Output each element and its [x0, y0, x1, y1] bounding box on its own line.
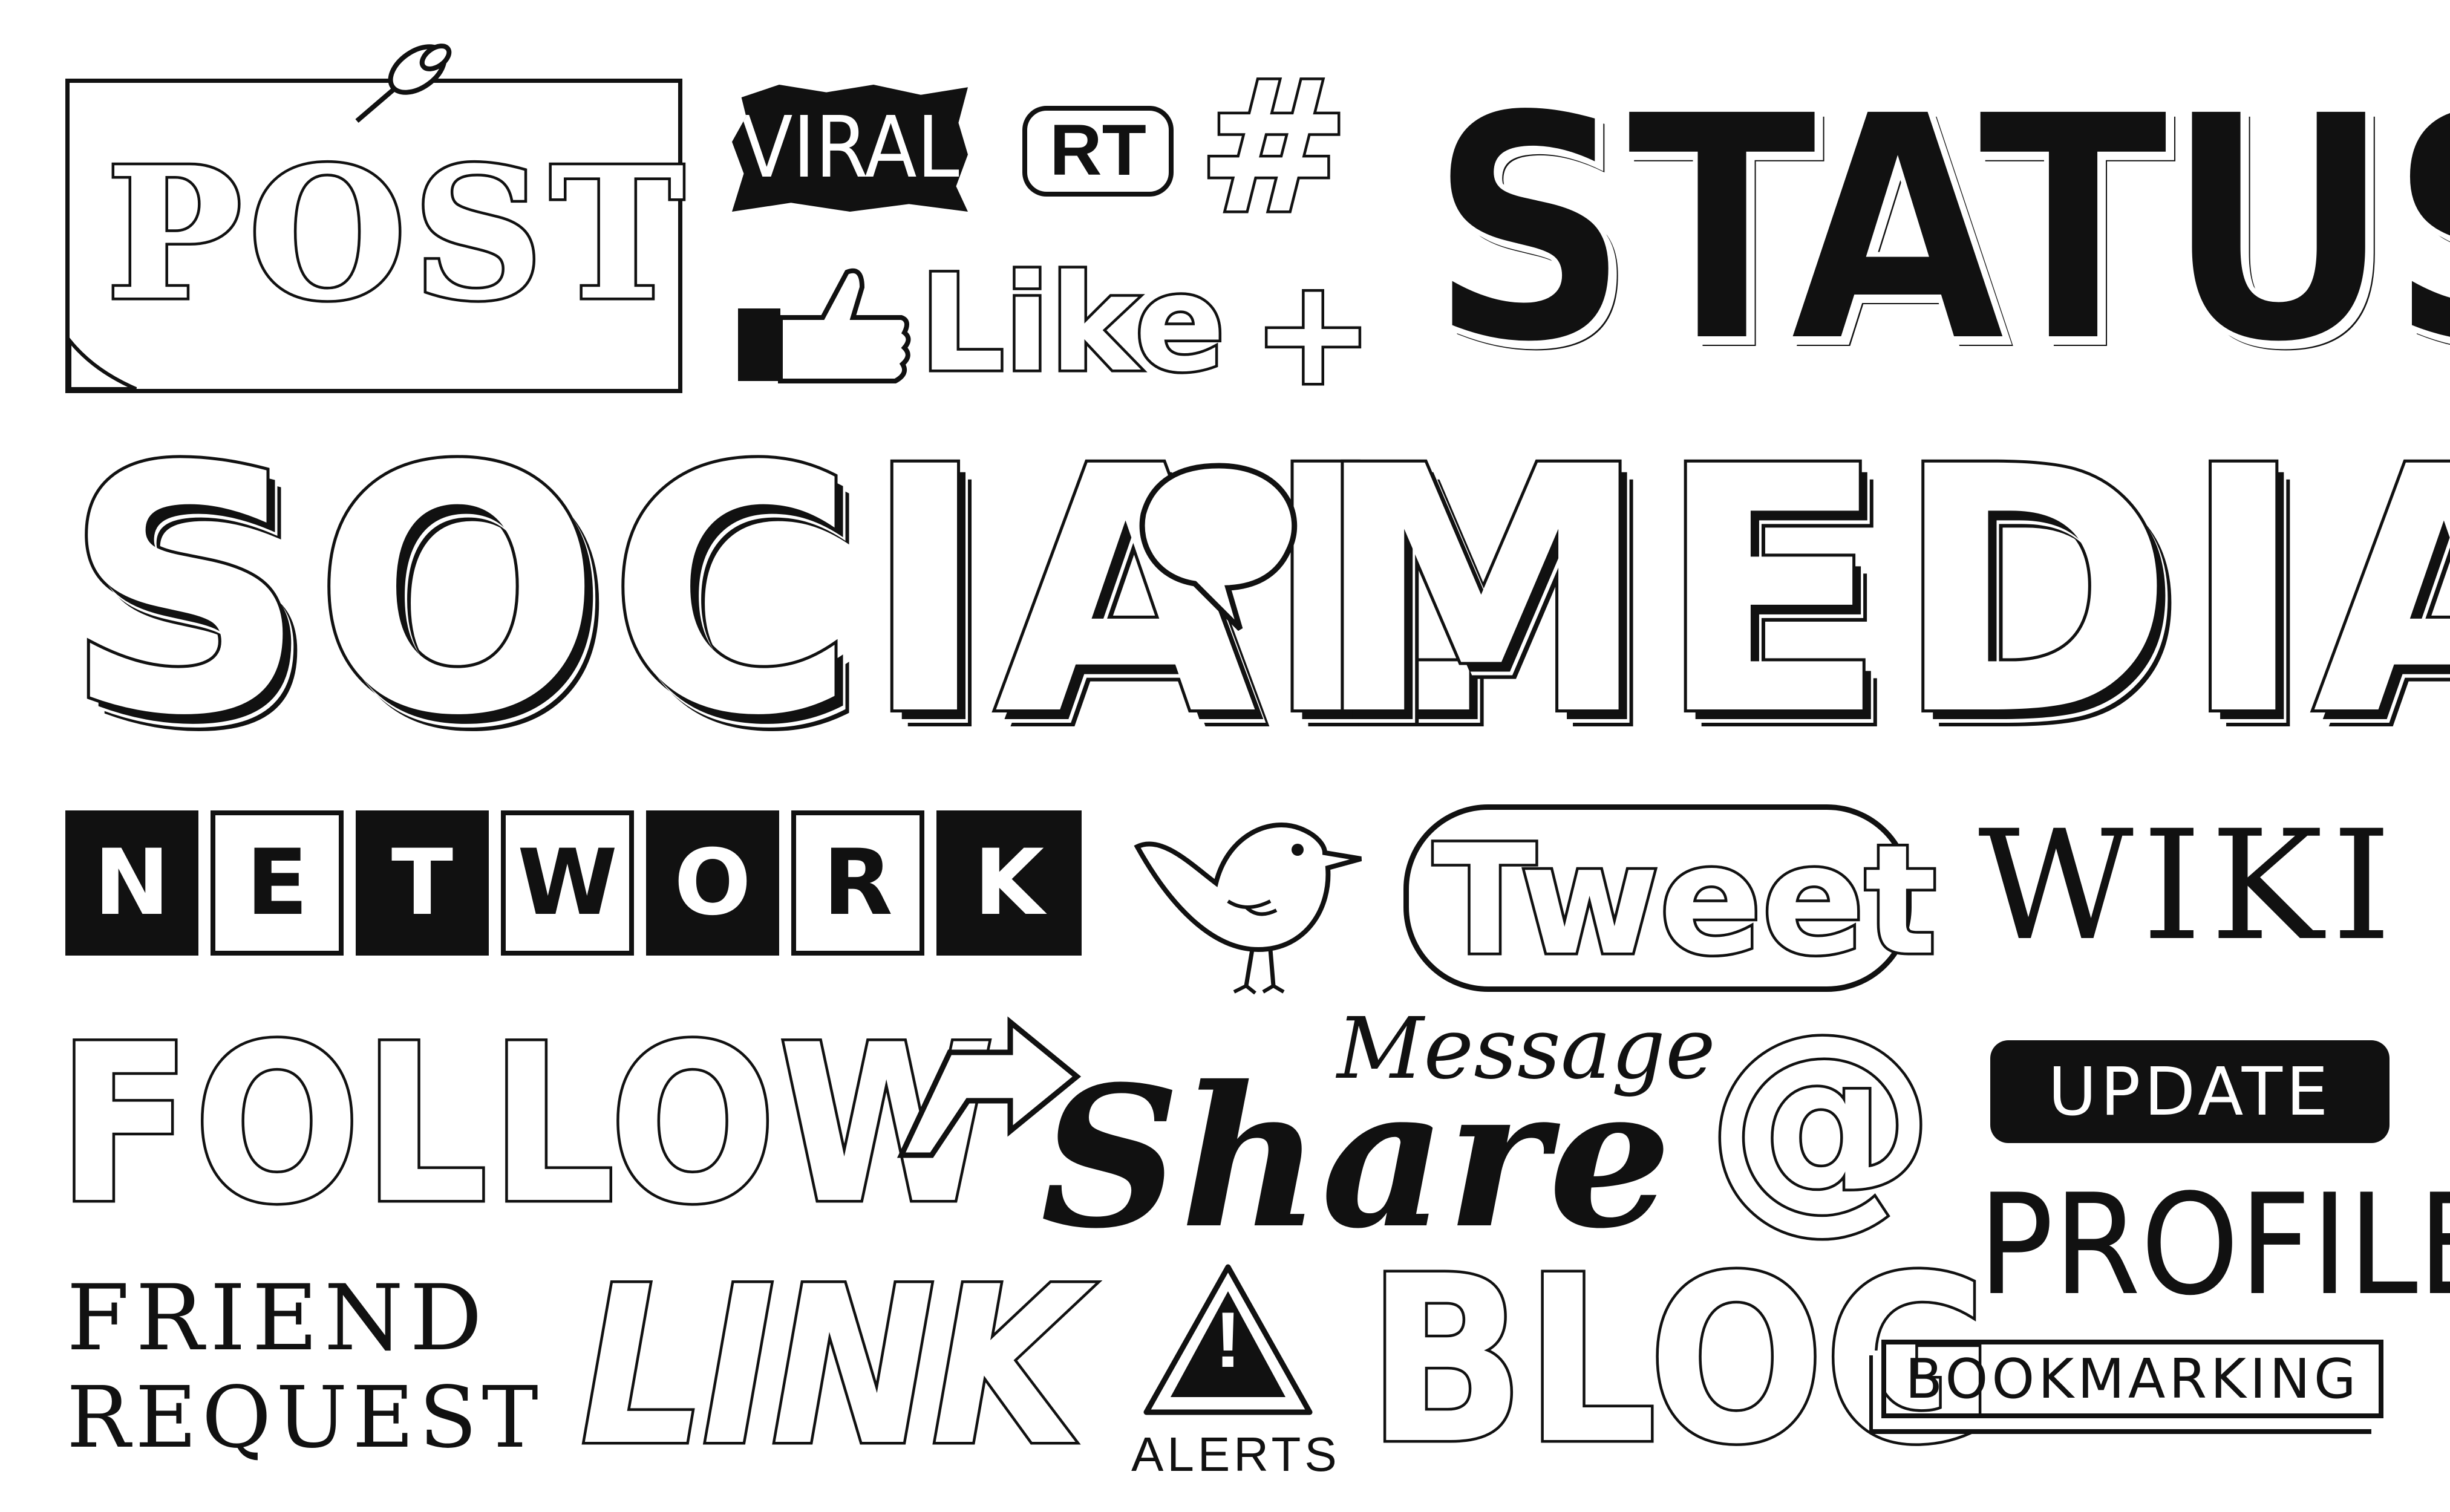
share-word: Share — [1040, 1044, 1672, 1271]
pushpin-icon — [355, 44, 452, 123]
request-word: REQUEST — [67, 1369, 543, 1467]
network-tile: T — [356, 810, 489, 956]
bookmarking-word: BOOKMARKING — [1905, 1347, 2360, 1411]
network-tile: O — [646, 810, 779, 956]
friend-word: FRIEND — [67, 1266, 489, 1371]
message-word: Message — [1337, 1000, 1716, 1098]
tweet-badge: Tweet — [1403, 804, 1939, 992]
blog-word: BLOG — [1365, 1227, 1997, 1494]
alert-mark: ! — [1215, 1295, 1241, 1384]
at-symbol: @ — [1704, 985, 1939, 1253]
network-tile: E — [211, 810, 344, 956]
warning-triangle-icon — [1143, 1264, 1313, 1415]
like-word: Like — [916, 246, 1227, 401]
network-tile: N — [65, 810, 198, 956]
update-badge: UPDATE — [1990, 1040, 2390, 1143]
speech-bubble-icon — [1139, 463, 1298, 631]
follow-word: FOLLOW — [54, 998, 998, 1251]
alerts-word: ALERTS — [1131, 1427, 1341, 1481]
media-word: MEDIA — [1310, 396, 2450, 790]
plus-symbol: + — [1249, 248, 1376, 417]
post-note: POST — [65, 79, 687, 393]
link-word: LINK — [578, 1240, 1086, 1493]
tweet-word: Tweet — [1431, 812, 1940, 988]
viral-word: VIRAL — [740, 99, 959, 197]
bookmarking-badge: BOOKMARKING — [1881, 1340, 2383, 1418]
wiki-word: WIKI — [1978, 798, 2400, 974]
rt-badge: RT — [1022, 106, 1174, 197]
network-tile: W — [501, 810, 634, 956]
network-tiles: N E T W O R K — [65, 810, 1082, 956]
network-tile: K — [936, 810, 1082, 956]
hashtag-symbol: # — [1195, 42, 1352, 253]
page-curl-icon — [70, 337, 137, 389]
profile-word: PROFILE — [1978, 1165, 2450, 1326]
update-word: UPDATE — [2048, 1053, 2332, 1130]
post-word: POST — [103, 127, 691, 341]
bird-icon — [1134, 823, 1362, 995]
rt-word: RT — [1050, 109, 1146, 191]
thumbs-up-icon — [738, 268, 911, 383]
arrow-icon — [897, 1016, 1082, 1158]
status-word: STATUS — [1425, 47, 2450, 413]
network-tile: R — [791, 810, 924, 956]
viral-badge: VIRAL — [732, 85, 968, 212]
